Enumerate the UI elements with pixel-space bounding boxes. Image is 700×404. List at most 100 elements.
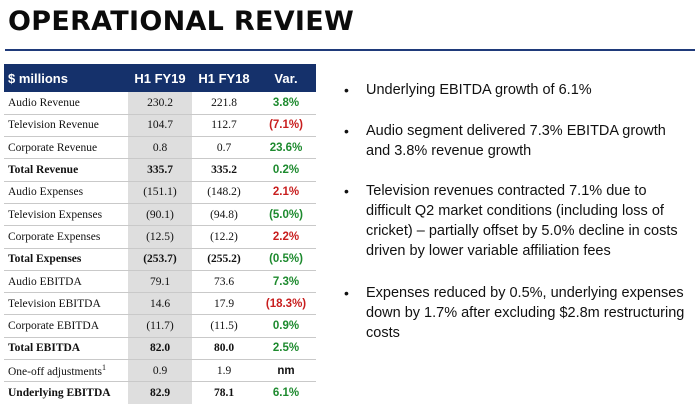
value-h1-fy18: 80.0 [192, 337, 256, 361]
row-label: Audio Revenue [4, 92, 128, 115]
value-variance: 2.2% [256, 225, 316, 249]
value-h1-fy19: 104.7 [128, 114, 192, 138]
value-variance: 0.2% [256, 158, 316, 182]
row-label-text: Television Expenses [8, 208, 103, 221]
row-label: Corporate EBITDA [4, 314, 128, 338]
value-variance: nm [256, 359, 316, 383]
table-header-row: $ millions H1 FY19 H1 FY18 Var. [4, 64, 316, 92]
value-h1-fy19: (12.5) [128, 225, 192, 249]
row-label: Total Expenses [4, 248, 128, 271]
value-h1-fy18: (255.2) [192, 248, 256, 271]
value-h1-fy18: 0.7 [192, 136, 256, 160]
row-label: Corporate Expenses [4, 225, 128, 249]
row-label-text: Television Revenue [8, 119, 99, 132]
row-label-text: Audio EBITDA [8, 275, 82, 288]
footnote-marker: 1 [102, 363, 107, 373]
value-h1-fy18: (12.2) [192, 225, 256, 249]
value-variance: 6.1% [256, 381, 316, 404]
row-label: Television Expenses [4, 203, 128, 227]
value-variance: 2.1% [256, 181, 316, 204]
value-variance: 2.5% [256, 337, 316, 361]
table-row: One-off adjustments1 0.9 1.9 nm [4, 359, 316, 383]
row-label: Total EBITDA [4, 337, 128, 361]
row-label-text: Total EBITDA [8, 342, 81, 355]
page-title: OPERATIONAL REVIEW [8, 6, 355, 37]
value-h1-fy19: 335.7 [128, 158, 192, 182]
value-h1-fy18: 73.6 [192, 270, 256, 294]
bullet-text: Expenses reduced by 0.5%, underlying exp… [366, 285, 685, 341]
value-h1-fy19: 230.2 [128, 92, 192, 115]
table-row: Television Revenue 104.7 112.7 (7.1%) [4, 114, 316, 138]
row-label-text: Total Revenue [8, 164, 79, 177]
value-h1-fy18: (148.2) [192, 181, 256, 204]
bullet-dot-icon: • [344, 183, 349, 199]
value-h1-fy19: (253.7) [128, 248, 192, 271]
bullet-text: Television revenues contracted 7.1% due … [366, 183, 678, 259]
table-row: Audio Expenses (151.1) (148.2) 2.1% [4, 181, 316, 204]
table-row: Television EBITDA 14.6 17.9 (18.3%) [4, 292, 316, 316]
table-row: Audio EBITDA 79.1 73.6 7.3% [4, 270, 316, 294]
value-h1-fy18: 221.8 [192, 92, 256, 115]
row-label: Total Revenue [4, 158, 128, 182]
table-row: Total Revenue 335.7 335.2 0.2% [4, 158, 316, 182]
value-h1-fy19: (90.1) [128, 203, 192, 227]
table-row: Television Expenses (90.1) (94.8) (5.0%) [4, 203, 316, 227]
value-h1-fy19: (11.7) [128, 314, 192, 338]
value-variance: 3.8% [256, 92, 316, 115]
value-h1-fy18: 78.1 [192, 381, 256, 404]
value-h1-fy18: 17.9 [192, 292, 256, 316]
bullet-text: Audio segment delivered 7.3% EBITDA grow… [366, 123, 666, 159]
row-label: One-off adjustments1 [4, 359, 128, 383]
header-h1-fy18: H1 FY18 [192, 64, 256, 92]
row-label: Television EBITDA [4, 292, 128, 316]
value-h1-fy18: 1.9 [192, 359, 256, 383]
row-label-text: Audio Expenses [8, 186, 84, 199]
bullet-item: • Underlying EBITDA growth of 6.1% [340, 80, 690, 100]
value-h1-fy18: (11.5) [192, 314, 256, 338]
bullet-item: • Audio segment delivered 7.3% EBITDA gro… [340, 121, 690, 161]
financial-table: $ millions H1 FY19 H1 FY18 Var. Audio Re… [4, 64, 316, 404]
value-variance: 23.6% [256, 136, 316, 160]
table-row: Corporate Expenses (12.5) (12.2) 2.2% [4, 225, 316, 249]
value-h1-fy18: 112.7 [192, 114, 256, 138]
bullet-text: Underlying EBITDA growth of 6.1% [366, 82, 592, 98]
row-label-text: Audio Revenue [8, 96, 80, 109]
header-label: $ millions [4, 64, 128, 92]
value-h1-fy19: 82.0 [128, 337, 192, 361]
commentary-list: • Underlying EBITDA growth of 6.1% • Audio… [340, 80, 690, 343]
value-variance: (7.1%) [256, 114, 316, 138]
value-h1-fy19: 82.9 [128, 381, 192, 404]
bullet-item: • Expenses reduced by 0.5%, underlying ex… [340, 283, 690, 343]
row-label-text: Television EBITDA [8, 297, 101, 310]
table-row: Corporate EBITDA (11.7) (11.5) 0.9% [4, 314, 316, 338]
bullet-dot-icon: • [344, 82, 349, 98]
value-variance: 7.3% [256, 270, 316, 294]
row-label: Underlying EBITDA [4, 381, 128, 404]
row-label-text: Corporate Expenses [8, 230, 101, 243]
header-variance: Var. [256, 64, 316, 92]
value-h1-fy18: (94.8) [192, 203, 256, 227]
value-variance: (0.5%) [256, 248, 316, 271]
row-label-text: One-off adjustments [8, 366, 103, 379]
value-variance: (5.0%) [256, 203, 316, 227]
value-h1-fy19: 79.1 [128, 270, 192, 294]
header-h1-fy19: H1 FY19 [128, 64, 192, 92]
row-label-text: Corporate Revenue [8, 141, 98, 154]
row-label: Audio Expenses [4, 181, 128, 204]
table-row: Underlying EBITDA 82.9 78.1 6.1% [4, 381, 316, 404]
value-variance: (18.3%) [256, 292, 316, 316]
table-row: Corporate Revenue 0.8 0.7 23.6% [4, 136, 316, 160]
value-h1-fy19: 14.6 [128, 292, 192, 316]
row-label-text: Corporate EBITDA [8, 320, 100, 333]
row-label: Audio EBITDA [4, 270, 128, 294]
value-variance: 0.9% [256, 314, 316, 338]
row-label: Corporate Revenue [4, 136, 128, 160]
value-h1-fy18: 335.2 [192, 158, 256, 182]
row-label-text: Total Expenses [8, 253, 82, 266]
value-h1-fy19: 0.8 [128, 136, 192, 160]
value-h1-fy19: (151.1) [128, 181, 192, 204]
title-underline [5, 49, 695, 51]
table-row: Total EBITDA 82.0 80.0 2.5% [4, 337, 316, 361]
bullet-item: • Television revenues contracted 7.1% due… [340, 181, 690, 261]
bullet-dot-icon: • [344, 123, 349, 139]
